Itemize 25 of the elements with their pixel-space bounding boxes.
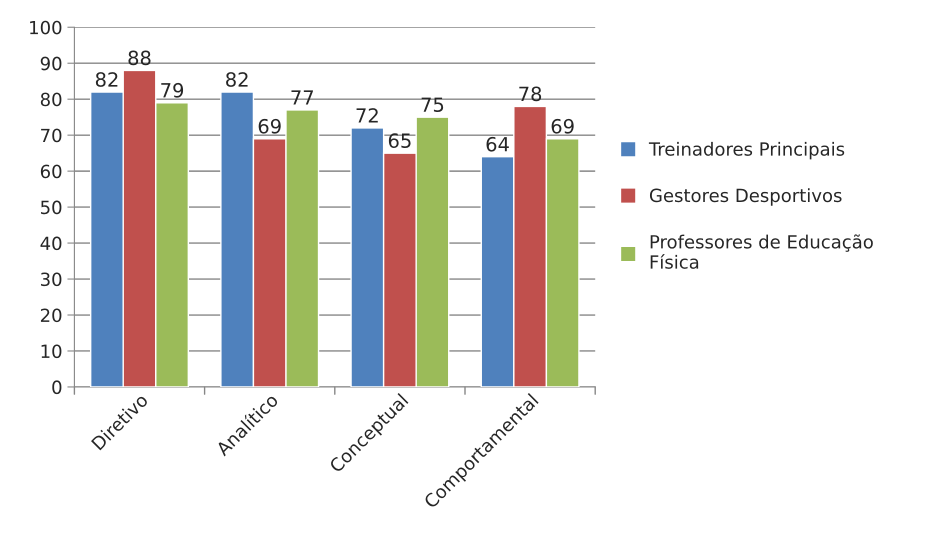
y-tick-label: 30 [40,272,62,286]
y-tick-label: 0 [52,380,62,394]
data-label: 78 [519,86,542,102]
data-label: 88 [128,50,151,66]
data-label: 82 [96,72,118,87]
y-tick-label: 50 [41,200,62,214]
legend-label: Professores de Educação Física [650,234,873,269]
data-label: 82 [226,72,248,87]
data-label: 69 [258,118,281,134]
legend-label: Treinadores Principais [648,142,844,160]
y-tick-label: 100 [30,20,62,34]
y-tick-label: 80 [40,92,62,106]
y-tick-label: 40 [40,236,62,250]
data-label: 65 [388,133,411,148]
data-label: 75 [422,98,444,112]
y-tick-label: 10 [42,344,62,358]
data-label: 64 [486,136,509,152]
y-tick-label: 20 [40,308,62,322]
data-label: 69 [552,118,574,134]
legend-label: Gestores Desportivos [650,188,842,206]
y-tick-label: 70 [41,128,62,142]
data-label: 72 [356,108,378,123]
y-tick-label: 60 [40,164,62,178]
y-tick-label: 90 [40,56,62,70]
data-label: 79 [161,82,184,98]
